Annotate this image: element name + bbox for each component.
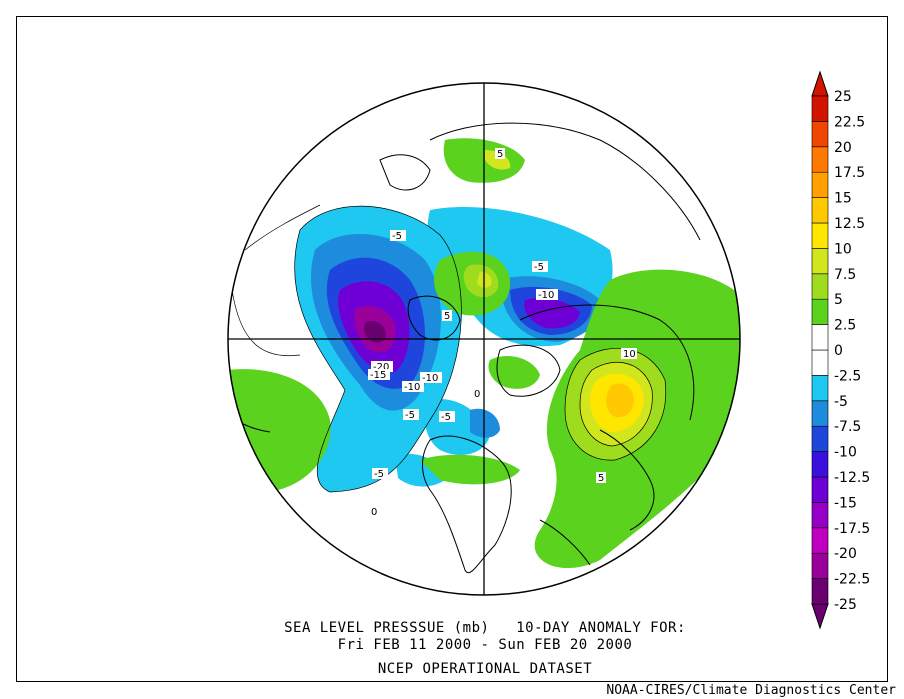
colorbar-tick-label: 25 xyxy=(834,89,852,105)
contour-label-bg xyxy=(369,506,379,517)
contour-label-bg xyxy=(439,411,455,422)
colorbar-band xyxy=(811,400,829,427)
colorbar-band xyxy=(811,248,829,275)
colorbar-band xyxy=(811,425,829,452)
colorbar-band xyxy=(811,527,829,554)
contour-label-bg xyxy=(403,409,419,420)
contour-label: 5 xyxy=(497,149,503,160)
contour-label-bg xyxy=(532,261,548,272)
canada-negative-mid xyxy=(470,408,500,438)
colorbar-tick-label: -2.5 xyxy=(834,368,861,384)
contour-label: -5 xyxy=(534,262,544,273)
colorbar-band xyxy=(811,502,829,529)
colorbar-tick-label: 20 xyxy=(834,140,852,156)
contour-label: -10 xyxy=(422,373,438,384)
credit-text: NOAA-CIRES/Climate Diagnostics Center xyxy=(606,683,896,698)
contour-label: -20 xyxy=(373,362,389,373)
contour-label: -10 xyxy=(404,382,420,393)
colorbar-band xyxy=(811,476,829,503)
colorbar-tick-label: 0 xyxy=(834,343,843,359)
colorbar-tick-label: -5 xyxy=(834,394,848,410)
colorbar-band xyxy=(811,171,829,198)
colorbar-tick-label: -7.5 xyxy=(834,419,861,435)
contour-label-bg xyxy=(402,381,424,392)
colorbar-band xyxy=(811,121,829,148)
contour-label-bg xyxy=(621,348,637,359)
colorbar-band xyxy=(811,222,829,249)
colorbar-tick-label: 12.5 xyxy=(834,216,865,232)
contour-lines xyxy=(231,204,667,493)
colorbar-tick-label: -20 xyxy=(834,546,857,562)
contour-label-bg xyxy=(371,361,393,372)
colorbar-top-arrow xyxy=(811,70,829,97)
colorbar-tick-label: 15 xyxy=(834,191,852,207)
colorbar-tick-label: 5 xyxy=(834,292,843,308)
pacific-negative-center xyxy=(363,320,386,343)
colorbar-band xyxy=(811,95,829,122)
contour-label: -5 xyxy=(405,410,415,421)
hudson-positive xyxy=(488,355,540,389)
mexico-positive xyxy=(420,454,520,485)
colorbar-band xyxy=(811,324,829,351)
colorbar-band xyxy=(811,273,829,300)
colorbar-band xyxy=(811,146,829,173)
colorbar-tick-label: 10 xyxy=(834,241,852,257)
colorbar-band xyxy=(811,552,829,579)
caption-line-2: Fri FEB 11 2000 - Sun FEB 20 2000 xyxy=(337,637,633,653)
siberia-positive-core xyxy=(485,150,511,170)
contour-labels: 5 -5 -5 -10 5 10 -20-15 -10 -5 -10 0 -5 5 -5 0 xyxy=(368,148,637,518)
coastlines xyxy=(234,122,701,573)
contour-label: -10 xyxy=(538,290,554,301)
colorbar-band xyxy=(811,349,829,376)
colorbar-tick-label: -22.5 xyxy=(834,572,870,588)
contour-label: -15 xyxy=(370,370,386,381)
contour-label-bg xyxy=(368,369,390,380)
colorbar-band xyxy=(811,451,829,478)
plot-frame xyxy=(16,16,888,682)
colorbar-tick-label: 17.5 xyxy=(834,165,865,181)
contour-label-bg xyxy=(442,310,452,321)
colorbar: 25 22.5 20 17.5 15 12.5 10 7.5 5 2.5 0 -2.5 -5 -7.5 -1… xyxy=(811,70,870,630)
colorbar-tick-label: -17.5 xyxy=(834,521,870,537)
atlantic-negative-purple xyxy=(524,297,580,329)
contour-label-bg xyxy=(596,472,606,483)
eurasia-positive-core xyxy=(606,383,634,418)
contour-label: -5 xyxy=(392,231,402,242)
contour-label-bg xyxy=(536,289,558,300)
contour-label: 5 xyxy=(598,473,604,484)
colorbar-bottom-arrow xyxy=(811,603,829,630)
contour-label: 0 xyxy=(371,507,377,518)
contour-label-bg xyxy=(472,388,482,399)
contour-label: 10 xyxy=(623,349,636,360)
colorbar-tick-label: -12.5 xyxy=(834,470,870,486)
colorbar-band xyxy=(811,375,829,402)
colorbar-tick-label: 22.5 xyxy=(834,114,865,130)
colorbar-band xyxy=(811,197,829,224)
colorbar-band xyxy=(811,578,829,605)
caption-line-1: SEA LEVEL PRESSSUE (mb) 10-DAY ANOMALY F… xyxy=(284,620,686,636)
colorbar-tick-label: 7.5 xyxy=(834,267,856,283)
globe-outline xyxy=(227,82,741,596)
contour-label: 5 xyxy=(444,311,450,322)
contour-label-bg xyxy=(495,148,505,159)
caption-line-3: NCEP OPERATIONAL DATASET xyxy=(377,661,593,677)
contour-label: -5 xyxy=(441,412,451,423)
contour-label: -5 xyxy=(374,469,384,480)
contour-label: 0 xyxy=(474,389,480,400)
contour-label-bg xyxy=(372,468,388,479)
colorbar-band xyxy=(811,298,829,325)
contour-label-bg xyxy=(420,372,442,383)
colorbar-tick-label: -15 xyxy=(834,495,857,511)
colorbar-tick-label: -10 xyxy=(834,445,857,461)
contour-label-bg xyxy=(390,230,406,241)
colorbar-tick-label: -25 xyxy=(834,597,857,613)
colorbar-tick-label: 2.5 xyxy=(834,318,856,334)
